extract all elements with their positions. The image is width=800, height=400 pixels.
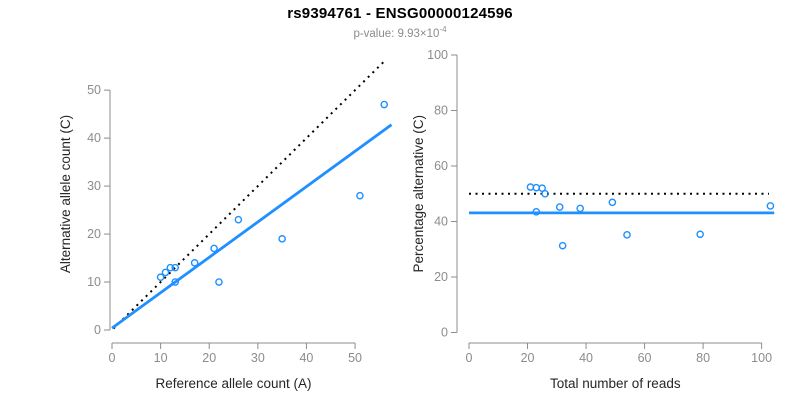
x-tick-label: 60 <box>638 351 652 365</box>
data-point <box>171 278 179 286</box>
x-tick-label: 0 <box>466 351 473 365</box>
data-point <box>234 215 243 224</box>
data-point <box>166 263 175 272</box>
data-point <box>576 204 584 213</box>
data-point <box>161 268 170 277</box>
x-tick-label: 10 <box>154 351 168 365</box>
data-point <box>608 198 617 207</box>
pvalue-exponent: -4 <box>439 25 447 34</box>
data-point <box>380 100 389 109</box>
y-tick-label: 10 <box>87 275 101 289</box>
data-point <box>190 259 199 267</box>
pvalue-text: p-value: 9.93×10 <box>353 27 440 40</box>
data-point <box>696 230 704 239</box>
allele-counts-scatter-svg: 0 10 20 30 40 50 0 10 20 30 40 50 Reference allele c… <box>58 59 393 391</box>
y-tick-label: 40 <box>87 131 101 145</box>
data-point <box>541 189 549 198</box>
y-tick-label: 80 <box>434 104 448 118</box>
y-tick-label: 20 <box>87 227 101 241</box>
x-tick-label: 20 <box>521 351 535 365</box>
figure-title: rs9394761 - ENSG00000124596 <box>287 5 513 22</box>
x-tick-label: 30 <box>251 351 265 365</box>
x-tick-label: 50 <box>348 351 362 365</box>
pvalue-subtitle: p-value: 9.93×10-4 <box>0 25 800 40</box>
x-axis-title: Reference allele count (A) <box>155 376 311 391</box>
x-tick-label: 40 <box>299 351 313 365</box>
data-point <box>555 203 564 211</box>
regression-line <box>111 123 393 330</box>
y-tick-label: 20 <box>434 270 448 284</box>
x-tick-label: 80 <box>696 351 710 365</box>
y-tick-label: 50 <box>87 83 101 97</box>
y-tick-label: 0 <box>441 326 448 340</box>
y-tick-label: 60 <box>434 159 448 173</box>
y-tick-label: 100 <box>427 48 448 62</box>
data-point <box>171 263 179 272</box>
data-point <box>532 207 541 216</box>
data-point <box>215 278 223 286</box>
figure-header: rs9394761 - ENSG00000124596 p-value: 9.9… <box>0 0 800 40</box>
x-tick-label: 40 <box>579 351 593 365</box>
x-tick-label: 100 <box>751 351 772 365</box>
y-axis-title: Percentage alternative (C) <box>411 115 426 273</box>
identity-line <box>112 59 386 330</box>
y-tick-label: 0 <box>94 323 101 337</box>
x-tick-label: 20 <box>202 351 216 365</box>
data-point <box>558 241 567 250</box>
y-tick-label: 40 <box>434 215 448 229</box>
data-point <box>766 202 775 210</box>
data-point <box>210 244 218 253</box>
data-point <box>623 231 631 239</box>
x-axis-title: Total number of reads <box>550 376 681 391</box>
x-tick-label: 0 <box>109 351 116 365</box>
y-tick-label: 30 <box>87 179 101 193</box>
y-axis-title: Alternative allele count (C) <box>58 115 73 273</box>
percentage-vs-reads-scatter-svg: 0 20 40 60 80 100 0 20 40 60 80 100 Total number of … <box>411 48 775 391</box>
data-point <box>278 235 286 243</box>
data-point <box>538 184 546 192</box>
data-point <box>156 273 165 282</box>
data-point <box>356 191 364 200</box>
